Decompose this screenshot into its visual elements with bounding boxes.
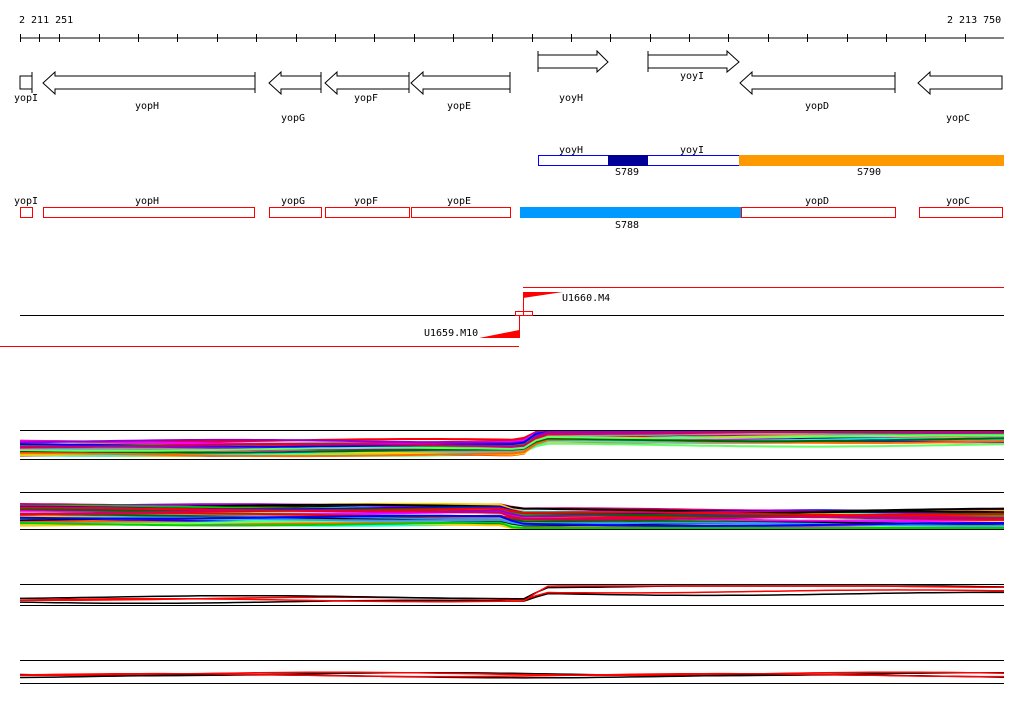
segment-label: S790: [857, 167, 881, 178]
tss-forward-label: U1660.M4: [562, 293, 610, 304]
gene-label: yopE: [447, 196, 471, 207]
ruler-end-label: 2 213 750: [947, 15, 1001, 26]
gene-label: yopG: [281, 113, 305, 124]
gene-label: yoyI: [680, 71, 704, 82]
gene-label: yopH: [135, 101, 159, 112]
gene-box-yopC[interactable]: [919, 207, 1003, 218]
tss-track: U1660.M4 U1659.M10: [0, 287, 1004, 347]
profile-group-1: [19, 430, 1005, 460]
segment-S788[interactable]: [520, 207, 741, 218]
gene-label: yoyH: [559, 93, 583, 104]
gene-yoyH[interactable]: [537, 49, 609, 74]
profile-group-3: [19, 584, 1005, 606]
segment-label: S788: [615, 220, 639, 231]
gene-label: yoyH: [559, 145, 583, 156]
gene-label: yopI: [14, 93, 38, 104]
gene-yopI[interactable]: [19, 75, 33, 90]
operon-plus-track: yoyH yoyI S789 S790: [538, 145, 1004, 178]
gene-labels: yopI yopH yopG yopF yopE yoyH yoyI yopD …: [14, 71, 970, 124]
expression-profiles: [19, 430, 1005, 684]
profile-line: [19, 434, 1005, 452]
tss-reverse-flag-icon[interactable]: [479, 330, 519, 338]
segment-label: S789: [615, 167, 639, 178]
gene-box-yopG[interactable]: [269, 207, 322, 218]
profile-group-2: [19, 492, 1005, 530]
gene-label: yopG: [281, 196, 305, 207]
segment-S789[interactable]: [608, 155, 648, 166]
gene-label: yopH: [135, 196, 159, 207]
gene-box-yopE[interactable]: [411, 207, 511, 218]
gene-box-yopI[interactable]: [20, 207, 33, 218]
tss-reverse-label: U1659.M10: [424, 328, 478, 339]
gene-box-yopF[interactable]: [325, 207, 410, 218]
tss-forward-flag-icon[interactable]: [523, 292, 563, 298]
gene-yopE[interactable]: [410, 70, 511, 96]
ruler: 2 211 251 2 213 750: [19, 15, 1004, 42]
ruler-start-label: 2 211 251: [19, 15, 73, 26]
gene-yoyI[interactable]: [647, 49, 740, 74]
profile-line: [19, 521, 1004, 529]
profile-line: [19, 585, 1004, 603]
gene-yopH[interactable]: [42, 70, 256, 96]
gene-label: yopC: [946, 196, 970, 207]
profile-group-4: [19, 660, 1005, 684]
gene-arrows-track: [19, 49, 1003, 96]
gene-yopC[interactable]: [917, 70, 1003, 96]
gene-label: yoyI: [680, 145, 704, 156]
profile-line: [19, 432, 1005, 453]
operon-minus-track: [20, 207, 1003, 218]
gene-label: yopC: [946, 113, 970, 124]
gene-label: yopD: [805, 196, 829, 207]
gene-box-yopD[interactable]: [741, 207, 896, 218]
profile-line: [19, 585, 1005, 600]
segment-S790[interactable]: [739, 155, 1004, 166]
gene-label: yopE: [447, 101, 471, 112]
gene-label: yopI: [14, 196, 38, 207]
gene-yopG[interactable]: [268, 70, 322, 96]
profile-line: [19, 672, 1004, 678]
gene-label: yopF: [354, 93, 378, 104]
profile-line: [20, 509, 1005, 521]
gene-label: yopD: [805, 101, 829, 112]
profile-line: [20, 506, 1005, 517]
gene-label: yopF: [354, 196, 378, 207]
gene-yopF[interactable]: [324, 70, 410, 96]
gene-yopD[interactable]: [739, 70, 896, 96]
profile-line: [20, 431, 1005, 448]
profile-line: [20, 438, 1005, 458]
profile-line: [19, 514, 1004, 527]
gene-box-yopH[interactable]: [43, 207, 255, 218]
